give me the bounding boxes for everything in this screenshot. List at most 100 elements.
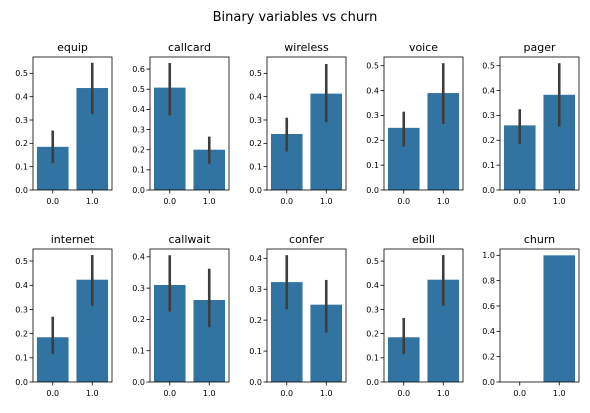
y-tick-label: 0.0 (249, 186, 262, 195)
subplot-internet: internet 0.0 0.1 0.2 0.3 0.4 0.5 0.0 1.0 (15, 233, 113, 398)
figure-title: Binary variables vs churn (213, 10, 378, 25)
y-tick-label: 0.8 (482, 276, 495, 285)
axes-frame (499, 248, 580, 383)
subplot-title: churn (524, 233, 555, 246)
y-tick-label: 0.3 (366, 305, 379, 314)
subplots-grid: equip 0.0 0.1 0.2 0.3 0.4 0.5 0.0 1.0 callcard 0.0… (15, 41, 580, 398)
y-tick-label: 0.1 (249, 162, 262, 171)
y-tick-label: 1.0 (482, 251, 495, 260)
y-tick-label: 0.3 (366, 111, 379, 120)
y-tick-label: 0.2 (249, 139, 262, 148)
y-tick-label: 0.2 (15, 329, 28, 338)
x-tick-label: 0.0 (46, 197, 59, 206)
subplot-pager: pager 0.0 0.1 0.2 0.3 0.4 0.5 0.0 1.0 (482, 41, 580, 206)
y-tick-label: 0.3 (249, 285, 262, 294)
y-tick-label: 0.5 (482, 62, 495, 71)
subplot-title: internet (51, 233, 95, 246)
y-tick-label: 0.2 (482, 352, 495, 361)
x-tick-label: 1.0 (437, 197, 450, 206)
y-tick-label: 0.1 (132, 166, 145, 175)
y-tick-label: 0.0 (249, 378, 262, 387)
subplot-ebill: ebill 0.0 0.1 0.2 0.3 0.4 0.5 0.0 1.0 (366, 233, 464, 398)
axes-frame (266, 248, 347, 383)
subplot-title: equip (57, 41, 88, 54)
y-tick-label: 0.1 (482, 161, 495, 170)
y-tick-label: 0.5 (15, 257, 28, 266)
y-tick-label: 0.3 (482, 111, 495, 120)
y-tick-label: 0.5 (249, 69, 262, 78)
y-tick-label: 0.0 (366, 378, 379, 387)
y-tick-label: 0.1 (132, 347, 145, 356)
subplot-equip: equip 0.0 0.1 0.2 0.3 0.4 0.5 0.0 1.0 (15, 41, 113, 206)
y-tick-label: 0.4 (249, 92, 262, 101)
y-tick-label: 0.4 (132, 253, 145, 262)
y-tick-label: 0.0 (482, 186, 495, 195)
y-tick-label: 0.4 (482, 86, 495, 95)
subplot-title: pager (524, 41, 556, 54)
y-tick-label: 0.1 (366, 161, 379, 170)
subplot-title: voice (409, 41, 438, 54)
subplot-title: ebill (412, 233, 435, 246)
x-tick-label: 1.0 (553, 197, 566, 206)
x-tick-label: 1.0 (86, 197, 99, 206)
subplot-confer: confer 0.0 0.1 0.2 0.3 0.4 0.0 1.0 (249, 233, 347, 398)
y-tick-label: 0.4 (132, 105, 145, 114)
y-tick-label: 0.2 (132, 315, 145, 324)
x-tick-label: 0.0 (397, 197, 410, 206)
axes-frame (149, 56, 230, 191)
x-tick-label: 1.0 (203, 389, 216, 398)
y-tick-label: 0.2 (15, 139, 28, 148)
x-tick-label: 1.0 (320, 389, 333, 398)
x-tick-label: 1.0 (320, 197, 333, 206)
x-tick-label: 0.0 (513, 389, 526, 398)
y-tick-label: 0.5 (366, 257, 379, 266)
y-tick-label: 0.3 (132, 284, 145, 293)
y-tick-label: 0.4 (249, 254, 262, 263)
y-tick-label: 0.0 (366, 186, 379, 195)
y-tick-label: 0.0 (132, 378, 145, 387)
axes-frame (383, 248, 464, 383)
y-tick-label: 0.3 (249, 116, 262, 125)
y-tick-label: 0.3 (132, 125, 145, 134)
y-tick-label: 0.2 (132, 145, 145, 154)
subplot-callwait: callwait 0.0 0.1 0.2 0.3 0.4 0.0 1.0 (132, 233, 230, 398)
y-tick-label: 0.0 (132, 186, 145, 195)
y-tick-label: 0.1 (15, 162, 28, 171)
y-tick-label: 0.4 (366, 86, 379, 95)
y-tick-label: 0.6 (132, 65, 145, 74)
subplot-title: callcard (168, 41, 211, 54)
subplot-callcard: callcard 0.0 0.1 0.2 0.3 0.4 0.5 0.6 0.0 1.0 (132, 41, 230, 206)
subplot-wireless: wireless 0.0 0.1 0.2 0.3 0.4 0.5 0.0 1.0 (249, 41, 347, 206)
axes-frame (149, 248, 230, 383)
y-tick-label: 0.4 (15, 92, 28, 101)
y-tick-label: 0.6 (482, 302, 495, 311)
axes-frame (32, 248, 113, 383)
y-tick-label: 0.3 (15, 116, 28, 125)
y-tick-label: 0.4 (15, 281, 28, 290)
x-tick-label: 0.0 (280, 197, 293, 206)
y-tick-label: 0.5 (132, 85, 145, 94)
y-tick-label: 0.4 (366, 281, 379, 290)
x-tick-label: 0.0 (46, 389, 59, 398)
subplot-title: wireless (284, 41, 329, 54)
y-tick-label: 0.1 (15, 354, 28, 363)
x-tick-label: 1.0 (437, 389, 450, 398)
axes-frame (383, 56, 464, 191)
x-tick-label: 1.0 (203, 197, 216, 206)
subplot-title: callwait (168, 233, 211, 246)
x-tick-label: 1.0 (553, 389, 566, 398)
y-tick-label: 0.0 (15, 378, 28, 387)
x-tick-label: 0.0 (280, 389, 293, 398)
y-tick-label: 0.5 (366, 62, 379, 71)
y-tick-label: 0.0 (15, 186, 28, 195)
y-tick-label: 0.1 (249, 347, 262, 356)
y-tick-label: 0.2 (366, 136, 379, 145)
y-tick-label: 0.3 (15, 305, 28, 314)
axes-frame (499, 56, 580, 191)
bar-1.0 (543, 255, 576, 382)
x-tick-label: 0.0 (397, 389, 410, 398)
x-tick-label: 0.0 (163, 389, 176, 398)
y-tick-label: 0.5 (15, 69, 28, 78)
subplot-voice: voice 0.0 0.1 0.2 0.3 0.4 0.5 0.0 1.0 (366, 41, 464, 206)
